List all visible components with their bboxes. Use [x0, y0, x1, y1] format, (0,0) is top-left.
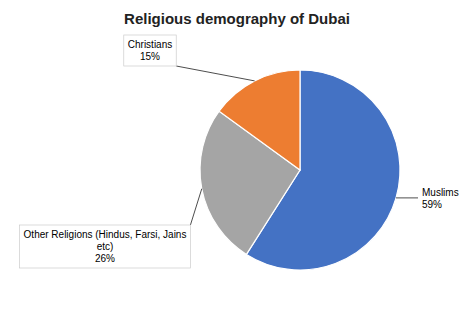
slice-label-line: Christians	[128, 39, 172, 50]
slice-label: Christians15%	[128, 39, 172, 62]
label-box	[124, 35, 176, 66]
slice-label-line: Other Religions (Hindus, Farsi, Jains	[24, 229, 187, 240]
slice-label-group: Other Religions (Hindus, Farsi, Jainsetc…	[20, 189, 202, 268]
slice-label-group: Christians15%	[124, 35, 255, 81]
label-box	[20, 225, 191, 268]
slice-label-line: 15%	[140, 51, 160, 62]
pie	[200, 70, 400, 270]
leader-line	[396, 197, 418, 198]
leader-line	[190, 189, 201, 225]
pie-slice	[219, 70, 300, 170]
slice-label-line: 26%	[95, 253, 115, 264]
slice-label-line: etc)	[97, 241, 114, 252]
slice-label-line: Muslims	[422, 187, 459, 198]
slice-label: Muslims59%	[422, 187, 459, 210]
chart: Religious demography of Dubai Muslims59% O…	[0, 0, 474, 309]
chart-title: Religious demography of Dubai	[124, 10, 350, 27]
slice-label-group: Muslims59%	[396, 187, 459, 210]
leader-line	[176, 66, 254, 81]
slice-label: Other Religions (Hindus, Farsi, Jainsetc…	[24, 229, 187, 264]
slice-label-line: 59%	[422, 199, 442, 210]
